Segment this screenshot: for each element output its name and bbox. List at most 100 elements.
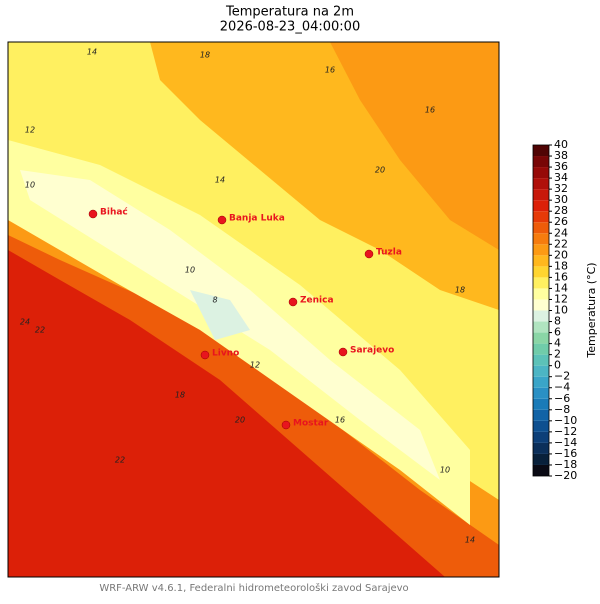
- colorbar-segment: [533, 255, 549, 267]
- colorbar-segment: [533, 277, 549, 289]
- colorbar-segment: [533, 288, 549, 300]
- colorbar-segment: [533, 200, 549, 212]
- city-marker: [288, 297, 298, 307]
- contour-label: 22: [115, 456, 125, 465]
- colorbar-segment: [533, 409, 549, 421]
- colorbar-tick-label: 14: [554, 281, 568, 294]
- contour-label: 18: [200, 51, 210, 60]
- city-label: Livno: [212, 349, 239, 359]
- colorbar-segment: [533, 156, 549, 168]
- colorbar-tick-label: 12: [554, 292, 568, 305]
- colorbar-tick-label: 34: [554, 171, 568, 184]
- colorbar-tick-label: −10: [554, 414, 577, 427]
- contour-label: 14: [215, 176, 225, 185]
- colorbar-segment: [533, 453, 549, 465]
- contour-label: 16: [325, 66, 335, 75]
- colorbar-tick-label: 36: [554, 160, 568, 173]
- field: [60, 42, 140, 80]
- colorbar-segment: [533, 145, 549, 157]
- colorbar-tick-label: −4: [554, 381, 570, 394]
- colorbar-tick-label: 32: [554, 182, 568, 195]
- city-label: Banja Luka: [229, 214, 285, 224]
- colorbar-tick-label: −6: [554, 392, 570, 405]
- contour-label: 10: [25, 181, 35, 190]
- contour-label: 12: [250, 361, 260, 370]
- contour-label: 14: [87, 48, 97, 57]
- colorbar-tick-label: 22: [554, 237, 568, 250]
- colorbar-tick-label: −14: [554, 436, 577, 449]
- contour-label: 14: [465, 536, 475, 545]
- city-label: Tuzla: [376, 248, 402, 258]
- colorbar-tick-label: −20: [554, 469, 577, 482]
- footer: WRF-ARW v4.6.1, Federalni hidrometeorolo…: [99, 582, 408, 594]
- colorbar-segment: [533, 398, 549, 410]
- colorbar-segment: [533, 354, 549, 366]
- colorbar-segment: [533, 189, 549, 201]
- city-label: Mostar: [293, 419, 329, 429]
- colorbar-tick-label: −2: [554, 370, 570, 383]
- colorbar-segment: [533, 266, 549, 278]
- colorbar-tick-label: 40: [554, 138, 568, 151]
- colorbar-tick-label: 2: [554, 348, 561, 361]
- contour-label: 18: [455, 286, 465, 295]
- contour-label: 10: [440, 466, 450, 475]
- colorbar-segment: [533, 431, 549, 443]
- city-marker: [88, 209, 98, 219]
- city-label: Sarajevo: [350, 346, 394, 356]
- colorbar-segment: [533, 222, 549, 234]
- colorbar-tick-label: 18: [554, 259, 568, 272]
- colorbar-segment: [533, 178, 549, 190]
- colorbar-segment: [533, 376, 549, 388]
- city-marker: [364, 249, 374, 259]
- colorbar-segment: [533, 420, 549, 432]
- colorbar-tick-label: 38: [554, 149, 568, 162]
- colorbar-tick-label: 16: [554, 270, 568, 283]
- colorbar-tick-label: 0: [554, 359, 561, 372]
- colorbar-tick-label: 28: [554, 204, 568, 217]
- colorbar-segment: [533, 464, 549, 476]
- contour-label: 8: [212, 296, 217, 305]
- colorbar-segment: [533, 321, 549, 333]
- colorbar-segment: [533, 299, 549, 311]
- colorbar-tick-label: 30: [554, 193, 568, 206]
- colorbar-tick-label: 6: [554, 326, 561, 339]
- contour-label: 20: [375, 166, 385, 175]
- contour-label: 22: [35, 326, 45, 335]
- map-frame: [7, 41, 500, 578]
- colorbar-segment: [533, 442, 549, 454]
- colorbar-segment: [533, 244, 549, 256]
- city-marker: [200, 350, 210, 360]
- subtitle: 2026-08-23_04:00:00: [220, 20, 360, 35]
- cool-patch: [190, 290, 250, 340]
- title: Temperatura na 2m: [225, 5, 354, 20]
- contour-label: 24: [20, 318, 30, 327]
- contour-label: 16: [335, 416, 345, 425]
- colorbar-segment: [533, 387, 549, 399]
- colorbar-segment: [533, 167, 549, 179]
- colorbar-segment: [533, 343, 549, 355]
- contour-label: 10: [185, 266, 195, 275]
- colorbar-tick-label: 24: [554, 226, 568, 239]
- contour-label: 16: [425, 106, 435, 115]
- colorbar-tick-label: −12: [554, 425, 577, 438]
- map: [8, 42, 499, 577]
- colorbar-tick-label: 4: [554, 337, 561, 350]
- colorbar-tick-label: 26: [554, 215, 568, 228]
- colorbar-segment: [533, 233, 549, 245]
- colorbar-segment: [533, 211, 549, 223]
- city-marker: [281, 420, 291, 430]
- contour-label: 18: [175, 391, 185, 400]
- colorbar-segment: [533, 365, 549, 377]
- city-marker: [338, 347, 348, 357]
- colorbar-tick-label: −16: [554, 447, 577, 460]
- colorbar-tick-label: −18: [554, 458, 577, 471]
- colorbar-segment: [533, 310, 549, 322]
- city-label: Bihać: [100, 207, 128, 218]
- colorbar-tick-label: 20: [554, 248, 568, 261]
- city-marker: [217, 215, 227, 225]
- colorbar-tick-label: 8: [554, 315, 561, 328]
- contour-label: 12: [25, 126, 35, 135]
- north-field: [330, 42, 499, 250]
- colorbar-tick-label: 10: [554, 304, 568, 317]
